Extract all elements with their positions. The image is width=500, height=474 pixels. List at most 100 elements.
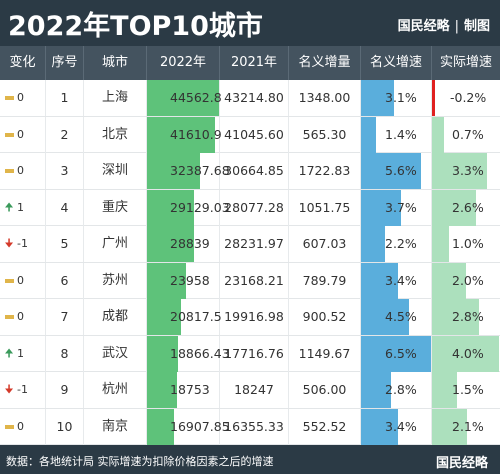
real-growth-value: 2.6% xyxy=(452,199,484,215)
nominal-growth-cell: 6.5% xyxy=(361,335,432,372)
table-row: 🠋 -1 5 广州 28839 28231.97 607.03 2.2% 1.0% xyxy=(0,226,500,263)
flat-icon xyxy=(3,299,15,335)
gdp-2022-cell: 32387.68 xyxy=(147,153,230,189)
real-growth-value: 1.5% xyxy=(452,382,484,397)
real-growth-bar xyxy=(432,116,444,153)
nominal-growth-bar xyxy=(361,262,398,299)
table-row: 🠉 1 8 武汉 18866.43 17716.76 1149.67 6.5% 4.0% xyxy=(0,335,500,372)
col-header-increase: 名义增量 xyxy=(289,46,361,80)
flat-icon xyxy=(3,153,15,189)
nominal-growth-bar xyxy=(361,116,377,153)
gdp-2022-value: 18866.43 xyxy=(170,345,230,361)
brand-credit: 国民经略 | 制图 xyxy=(398,15,490,34)
flat-icon xyxy=(3,409,15,445)
gdp-2022-value: 41610.9 xyxy=(170,126,222,142)
col-header-2022: 2022年 xyxy=(147,46,220,80)
change-value: 0 xyxy=(17,310,24,323)
gdp-2022-bar xyxy=(147,262,186,299)
change-cell: 0 xyxy=(0,80,46,116)
gdp-2022-value: 18753 xyxy=(170,382,210,397)
change-value: -1 xyxy=(17,237,28,250)
real-growth-cell: -0.2% xyxy=(432,80,500,116)
nominal-growth-value: 3.7% xyxy=(385,199,417,215)
real-growth-value: 2.8% xyxy=(452,309,484,324)
page-title: 2022年TOP10城市 xyxy=(8,11,263,42)
nominal-growth-cell: 4.5% xyxy=(361,299,432,335)
nominal-growth-bar xyxy=(361,80,395,116)
table-row: 0 2 北京 41610.9 41045.60 565.30 1.4% 0.7% xyxy=(0,116,500,153)
real-growth-negative-bar xyxy=(432,80,435,116)
increase-cell: 1348.00 xyxy=(289,80,361,116)
increase-cell: 1051.75 xyxy=(289,189,361,226)
change-value: 0 xyxy=(17,164,24,177)
nominal-growth-value: 2.2% xyxy=(385,236,417,251)
col-header-rank: 序号 xyxy=(46,46,84,80)
rank-cell: 8 xyxy=(46,335,84,372)
change-value: 0 xyxy=(17,91,24,104)
nominal-growth-cell: 3.4% xyxy=(361,262,432,299)
up-icon: 🠉 xyxy=(4,346,14,360)
nominal-growth-bar xyxy=(361,299,410,335)
change-value: -1 xyxy=(17,383,28,396)
change-value: 1 xyxy=(17,200,24,214)
gdp-2022-cell: 41610.9 xyxy=(147,116,222,153)
increase-cell: 506.00 xyxy=(289,372,361,408)
city-cell: 深圳 xyxy=(84,153,147,189)
nominal-growth-value: 4.5% xyxy=(385,309,417,324)
rank-cell: 6 xyxy=(46,262,84,299)
city-cell: 上海 xyxy=(84,80,147,116)
city-cell: 南京 xyxy=(84,408,147,445)
city-cell: 广州 xyxy=(84,226,147,262)
gdp-2022-cell: 23958 xyxy=(147,262,220,299)
gdp-2022-value: 20817.5 xyxy=(170,309,222,324)
nominal-growth-value: 2.8% xyxy=(385,382,417,397)
nominal-growth-bar xyxy=(361,226,385,262)
gdp-2022-value: 16907.85 xyxy=(170,418,230,434)
nominal-growth-cell: 5.6% xyxy=(361,153,432,189)
rank-cell: 3 xyxy=(46,153,84,189)
change-value: 1 xyxy=(17,346,24,360)
real-growth-cell: 3.3% xyxy=(432,153,500,189)
real-growth-bar xyxy=(432,226,449,262)
gdp-2021-cell: 28231.97 xyxy=(220,226,289,262)
city-cell: 苏州 xyxy=(84,262,147,299)
rank-cell: 7 xyxy=(46,299,84,335)
change-value: 0 xyxy=(17,127,24,141)
gdp-2022-bar xyxy=(147,116,215,153)
nominal-growth-cell: 3.7% xyxy=(361,189,432,226)
gdp-2022-cell: 20817.5 xyxy=(147,299,222,335)
real-growth-value: 3.3% xyxy=(452,163,484,178)
gdp-2022-bar xyxy=(147,189,195,226)
gdp-2021-cell: 17716.76 xyxy=(220,335,289,372)
real-growth-value: 4.0% xyxy=(452,345,484,361)
col-header-2021: 2021年 xyxy=(220,46,289,80)
table-header: 变化 序号 城市 2022年 2021年 名义增量 名义增速 实际增速 xyxy=(0,46,500,80)
gdp-2021-cell: 28077.28 xyxy=(220,189,289,226)
real-growth-cell: 1.5% xyxy=(432,372,500,408)
change-cell: 🠉 1 xyxy=(0,189,46,226)
col-header-nominal-growth: 名义增速 xyxy=(361,46,432,80)
gdp-2021-cell: 23168.21 xyxy=(220,262,289,299)
real-growth-value: 2.0% xyxy=(452,272,484,288)
gdp-2022-bar xyxy=(147,299,181,335)
rank-cell: 1 xyxy=(46,80,84,116)
nominal-growth-cell: 1.4% xyxy=(361,116,432,153)
down-icon: 🠋 xyxy=(4,383,14,396)
real-growth-cell: 2.1% xyxy=(432,408,500,445)
gdp-2021-cell: 43214.80 xyxy=(220,80,289,116)
col-header-city: 城市 xyxy=(84,46,147,80)
table-body: 0 1 上海 44562.8 43214.80 1348.00 3.1% -0.2% 0 2 北京 4… xyxy=(0,80,500,445)
gdp-2022-cell: 44562.8 xyxy=(147,80,222,116)
nominal-growth-cell: 2.2% xyxy=(361,226,432,262)
real-growth-bar xyxy=(432,153,488,189)
flat-icon xyxy=(3,263,15,299)
footer: 数据：各地统计局 实际增速为扣除价格因素之后的增速 国民经略 xyxy=(0,445,500,474)
table-row: 0 3 深圳 32387.68 30664.85 1722.83 5.6% 3.3% xyxy=(0,153,500,190)
increase-cell: 552.52 xyxy=(289,408,361,445)
city-cell: 北京 xyxy=(84,116,147,153)
city-cell: 武汉 xyxy=(84,335,147,372)
flat-icon xyxy=(3,117,15,153)
real-growth-value: 2.1% xyxy=(452,418,484,434)
gdp-2022-value: 28839 xyxy=(170,236,210,251)
gdp-2022-value: 29129.03 xyxy=(170,199,230,215)
